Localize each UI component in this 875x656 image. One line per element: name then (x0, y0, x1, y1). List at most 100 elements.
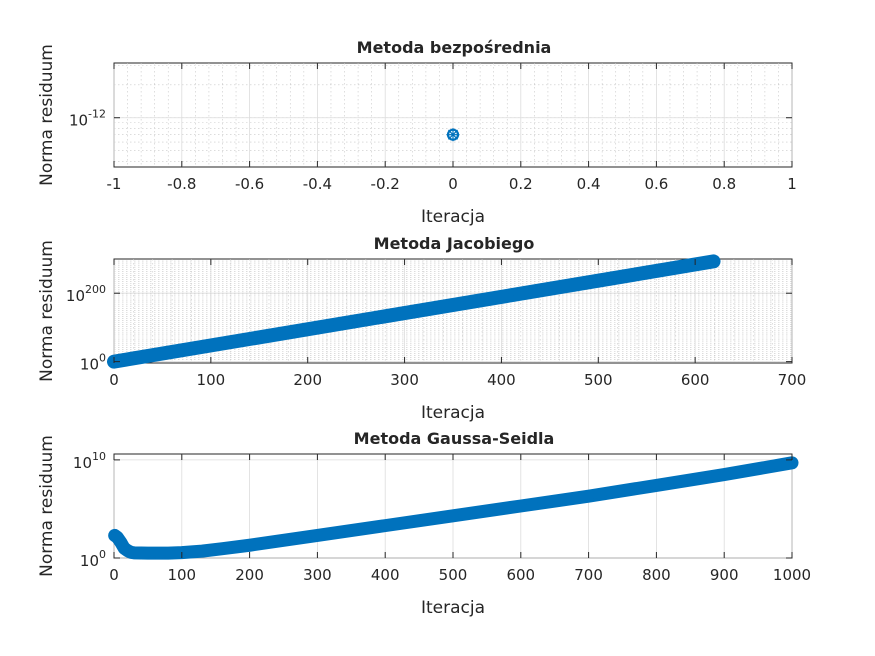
data-point (498, 290, 510, 302)
data-point (266, 536, 278, 548)
data-point (289, 533, 301, 545)
x-tick-label: 1000 (773, 566, 811, 584)
x-tick-label: 200 (293, 371, 322, 389)
x-tick-label: 500 (439, 566, 468, 584)
data-point (453, 298, 465, 310)
data-point (436, 511, 448, 523)
data-point (594, 488, 606, 500)
data-point (678, 260, 690, 272)
data-point (345, 525, 357, 537)
data-point (684, 474, 696, 486)
data-point (278, 534, 289, 546)
data-point (648, 265, 660, 277)
data-point (447, 129, 459, 140)
x-tick-label: 700 (574, 566, 603, 584)
data-point (537, 497, 549, 509)
series-data (107, 254, 721, 369)
y-tick-label: 10200 (66, 283, 106, 305)
data-point (408, 306, 420, 318)
x-tick-label: 1 (787, 175, 797, 193)
data-point (662, 478, 674, 490)
x-axis-label: Iteracja (421, 403, 485, 423)
x-tick-label: 400 (371, 566, 400, 584)
data-point (628, 483, 640, 495)
x-tick-label: -1 (107, 175, 122, 193)
data-point (663, 263, 675, 275)
data-point (153, 348, 165, 360)
data-point (588, 275, 600, 287)
data-point (378, 311, 390, 323)
data-point (393, 308, 405, 320)
data-point (228, 336, 240, 348)
chart-title: Metoda bezpośrednia (357, 38, 552, 57)
data-point (368, 521, 380, 533)
x-tick-label: 400 (487, 371, 516, 389)
x-tick-label: 100 (167, 566, 196, 584)
y-tick-label: 1010 (73, 450, 106, 472)
data-point (718, 469, 730, 481)
data-point (528, 285, 540, 297)
data-point (438, 301, 450, 313)
data-point (323, 528, 335, 540)
y-tick-label: 100 (80, 548, 106, 570)
data-point (348, 316, 360, 328)
x-tick-label: 0 (109, 566, 119, 584)
data-point (198, 341, 210, 353)
x-tick-label: 700 (778, 371, 807, 389)
data-point (633, 268, 645, 280)
data-point (300, 531, 312, 543)
data-point (571, 492, 583, 504)
data-point (617, 485, 628, 497)
data-point (560, 493, 572, 505)
data-point (603, 273, 615, 285)
chart-title: Metoda Gaussa-Seidla (354, 429, 555, 448)
data-point (424, 513, 436, 525)
data-point (741, 465, 753, 477)
data-point (752, 463, 764, 475)
y-axis-label: Norma residuum (37, 435, 57, 577)
data-point (391, 518, 402, 530)
data-point (513, 288, 525, 300)
data-point (543, 283, 555, 295)
x-tick-label: 200 (235, 566, 264, 584)
data-point (558, 280, 570, 292)
data-point (138, 351, 150, 363)
data-point (213, 338, 225, 350)
x-tick-label: 0.6 (644, 175, 668, 193)
axes-1: -1 -0.8 -0.6 -0.4 -0.2 0 0.2 0.4 0.6 0.8 1 10-12 Met… (37, 38, 797, 227)
data-point (673, 476, 685, 488)
data-point (244, 539, 256, 551)
data-point (183, 343, 195, 355)
data-point (549, 495, 561, 507)
major-grid (113, 259, 793, 363)
data-point (504, 502, 515, 514)
x-tick-label: -0.8 (167, 175, 196, 193)
x-axis-label: Iteracja (421, 598, 485, 618)
x-tick-label: 100 (197, 371, 226, 389)
x-tick-label: 0.8 (712, 175, 736, 193)
x-tick-label: 300 (390, 371, 419, 389)
x-tick-label: 500 (584, 371, 613, 389)
data-point (483, 293, 495, 305)
data-point (650, 479, 662, 491)
data-point (318, 321, 330, 333)
data-point (258, 331, 270, 343)
data-point (379, 520, 391, 532)
data-point (515, 500, 527, 512)
data-point (123, 353, 135, 365)
x-tick-label: 800 (642, 566, 671, 584)
data-point (288, 326, 300, 338)
data-point (763, 461, 775, 473)
data-point (481, 505, 493, 517)
x-tick-label: 600 (681, 371, 710, 389)
data-point (168, 346, 180, 358)
data-point (303, 323, 315, 335)
minor-grid (114, 63, 792, 167)
data-point (255, 538, 267, 550)
data-point (583, 490, 595, 502)
data-point (605, 487, 617, 499)
